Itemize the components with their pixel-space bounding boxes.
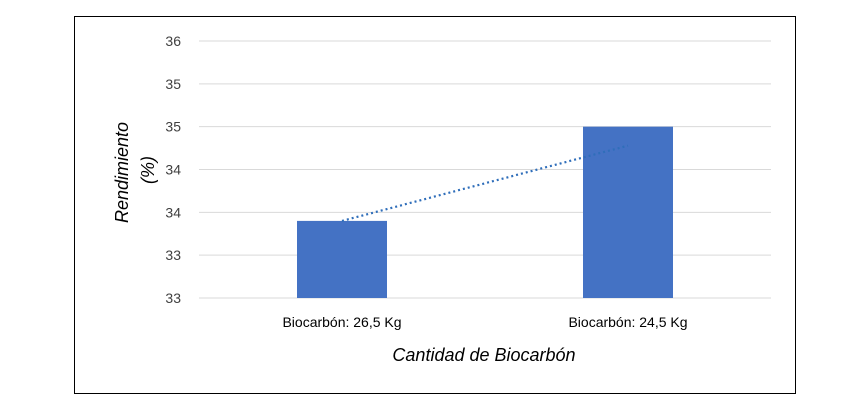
gridlines: [199, 40, 771, 299]
trendline: [341, 144, 629, 222]
y-tick-label: 34: [165, 162, 181, 178]
y-axis-title-line-1: Rendimiento: [112, 122, 132, 223]
x-axis-title: Cantidad de Biocarbón: [392, 345, 575, 365]
bars: [297, 126, 673, 299]
y-tick-label: 33: [165, 247, 181, 263]
y-tick-label: 33: [165, 290, 181, 306]
y-tick-label: 34: [165, 204, 181, 220]
y-axis-title: Rendimiento (%): [112, 117, 158, 223]
chart-frame: [74, 16, 796, 394]
y-tick-label: 35: [165, 119, 181, 135]
y-tick-labels: 33 33 34 34 35 35 36: [165, 33, 181, 306]
x-category-label: Biocarbón: 24,5 Kg: [568, 314, 687, 330]
x-category-labels: Biocarbón: 26,5 Kg Biocarbón: 24,5 Kg: [282, 314, 687, 330]
y-tick-label: 35: [165, 76, 181, 92]
y-axis-title-line-2: (%): [138, 156, 158, 184]
x-category-label: Biocarbón: 26,5 Kg: [282, 314, 401, 330]
bar: [297, 220, 387, 298]
bar: [583, 126, 673, 299]
y-tick-label: 36: [165, 33, 181, 49]
